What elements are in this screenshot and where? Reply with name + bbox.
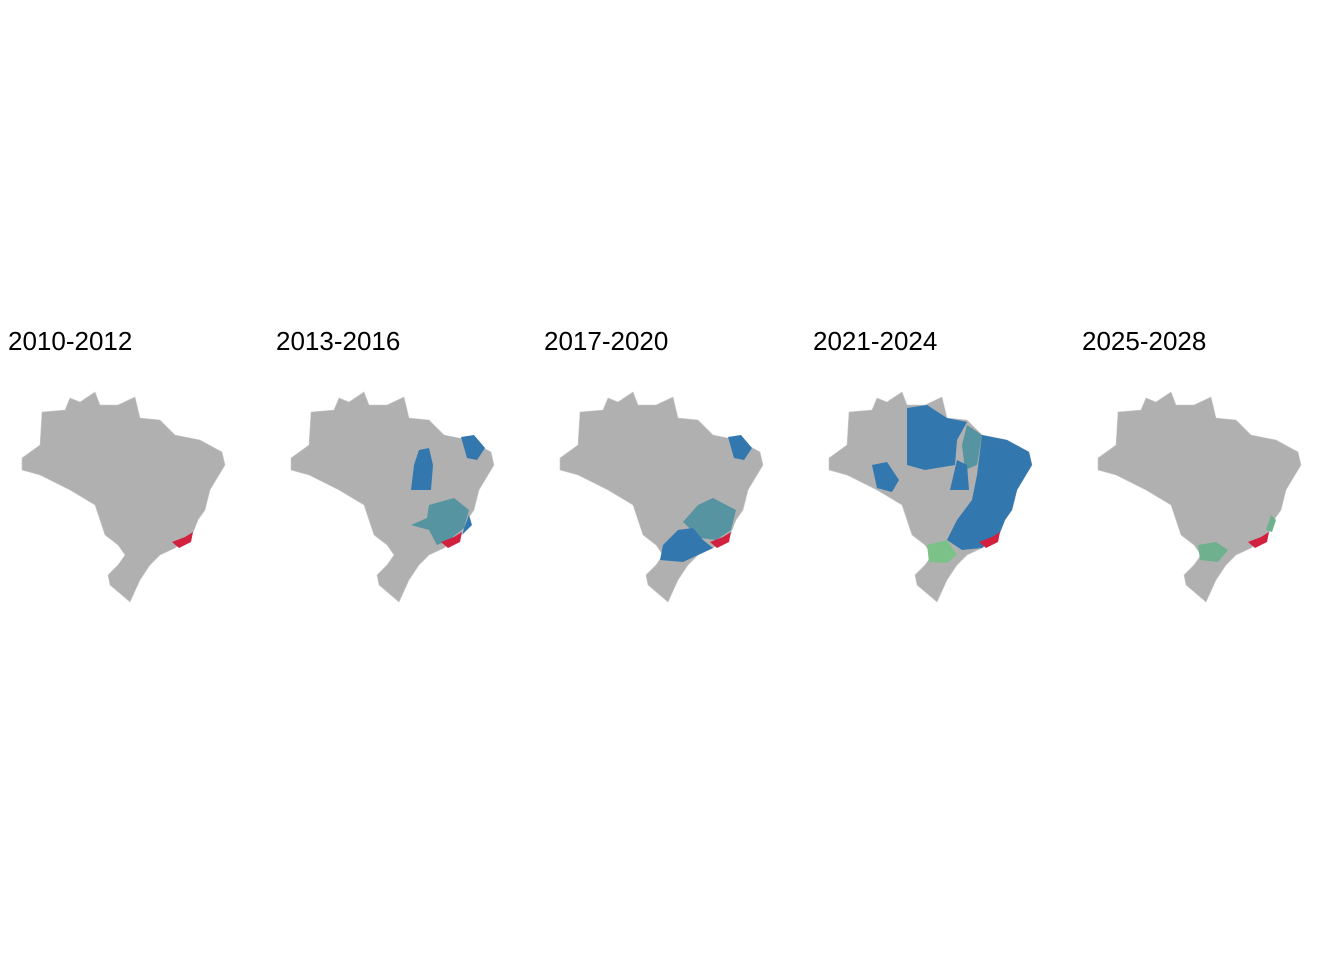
map-panel: 2010-2012 — [8, 326, 226, 603]
state — [1266, 515, 1276, 532]
map-panel: 2017-2020 — [544, 326, 764, 603]
country — [1097, 391, 1302, 603]
panel-title: 2021-2024 — [813, 326, 937, 356]
state — [683, 498, 736, 540]
state — [660, 528, 713, 562]
state — [947, 435, 1032, 550]
state — [950, 460, 969, 490]
country — [290, 391, 495, 603]
country — [559, 391, 764, 603]
state — [927, 540, 957, 563]
state — [907, 405, 967, 470]
state — [461, 435, 485, 460]
state — [411, 448, 433, 490]
panel-title: 2010-2012 — [8, 326, 132, 356]
state — [728, 435, 752, 460]
state — [1198, 542, 1228, 562]
map-panel: 2013-2016 — [276, 326, 495, 603]
country — [21, 391, 226, 603]
state — [462, 515, 472, 535]
panel-title: 2013-2016 — [276, 326, 400, 356]
map-panel: 2025-2028 — [1082, 326, 1302, 603]
map-panel: 2021-2024 — [813, 326, 1033, 603]
state — [872, 462, 899, 492]
panel-title: 2017-2020 — [544, 326, 668, 356]
state — [411, 498, 469, 545]
panel-title: 2025-2028 — [1082, 326, 1206, 356]
state — [962, 425, 982, 470]
